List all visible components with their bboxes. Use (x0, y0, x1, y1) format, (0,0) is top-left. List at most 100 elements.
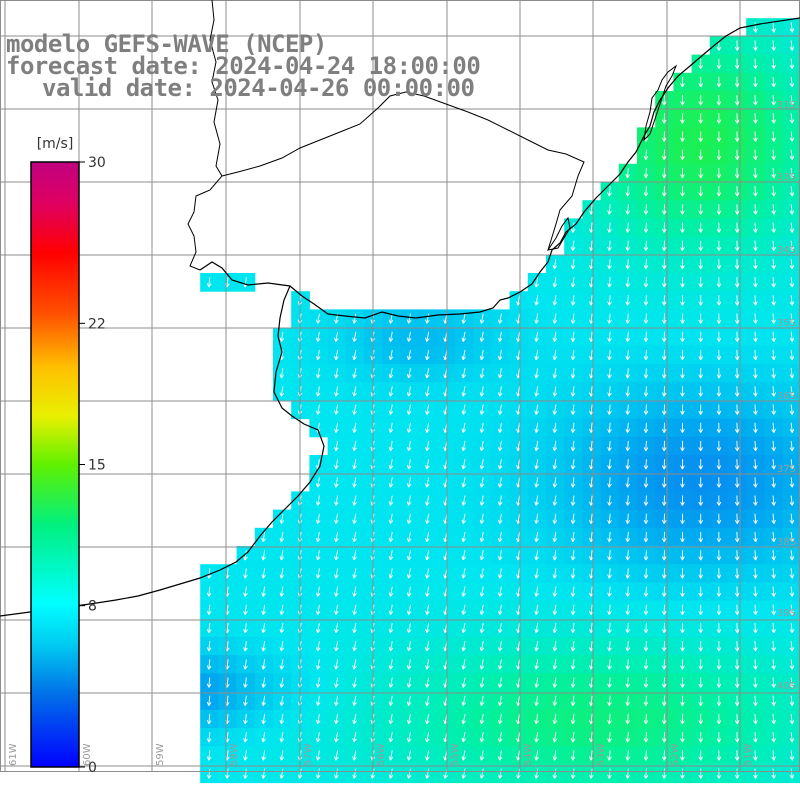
wind-arrow (698, 258, 704, 270)
wind-arrow (425, 713, 430, 725)
wind-arrow (643, 459, 649, 470)
wind-arrow (753, 76, 758, 88)
wind-arrow (497, 622, 503, 634)
wind-arrow (734, 222, 740, 233)
wind-arrow (479, 477, 485, 488)
wind-arrow (388, 568, 394, 579)
wind-arrow (789, 95, 795, 106)
wind-arrow (607, 659, 612, 670)
wind-arrow (643, 186, 649, 197)
wind-arrow (734, 477, 740, 488)
wind-arrow (461, 695, 467, 706)
colorbar-tick-label: 0 (88, 760, 97, 776)
wind-arrow (461, 568, 467, 579)
wind-arrow (425, 459, 430, 470)
wind-arrow (315, 531, 321, 543)
wind-arrow (334, 440, 339, 452)
wind-arrow (734, 422, 740, 433)
wind-arrow (643, 368, 649, 379)
wind-arrow (771, 604, 776, 615)
wind-arrow (406, 531, 412, 543)
wind-arrow (497, 604, 503, 615)
wind-arrow (661, 459, 667, 470)
wind-arrow (570, 313, 576, 324)
wind-arrow (734, 713, 740, 725)
wind-arrow (753, 550, 758, 561)
wind-arrow (698, 95, 704, 106)
wind-arrow (243, 677, 248, 688)
wind-arrow (734, 76, 740, 88)
wind-arrow (243, 641, 248, 652)
wind-arrow (334, 568, 339, 579)
wind-arrow (661, 513, 667, 524)
wind-arrow (698, 404, 704, 415)
wind-arrow (279, 604, 285, 615)
wind-arrow (388, 513, 394, 524)
wind-arrow (661, 131, 667, 142)
wind-arrow (625, 677, 631, 688)
wind-arrow (534, 386, 539, 397)
wind-arrow (352, 313, 357, 324)
wind-arrow (753, 477, 758, 488)
wind-arrow (425, 622, 430, 634)
wind-arrow (734, 295, 740, 306)
wind-arrow (789, 422, 795, 433)
wind-arrow (479, 313, 485, 324)
wind-arrow (497, 404, 503, 415)
wind-arrow (243, 568, 248, 579)
wind-arrow (753, 149, 758, 160)
wind-arrow (279, 586, 285, 597)
wind-arrow (425, 750, 430, 761)
wind-arrow (570, 604, 576, 615)
wind-arrow (661, 186, 667, 197)
wind-arrow (297, 768, 303, 779)
wind-arrow (625, 186, 631, 197)
wind-arrow (625, 732, 631, 743)
wind-arrow (661, 586, 667, 597)
wind-arrow (315, 568, 321, 579)
wind-arrow (625, 295, 631, 306)
wind-arrow (334, 513, 339, 524)
wind-arrow (534, 459, 539, 470)
wind-arrow (753, 313, 758, 324)
wind-arrow (680, 677, 685, 688)
wind-arrow (425, 531, 430, 543)
wind-arrow (680, 550, 685, 561)
wind-arrow (680, 313, 685, 324)
wind-arrow (734, 349, 740, 361)
wind-arrow (680, 167, 685, 179)
wind-arrow (698, 349, 704, 361)
wind-arrow (625, 750, 631, 761)
wind-arrow (534, 331, 539, 342)
wind-arrow (479, 459, 485, 470)
wind-arrow (734, 149, 740, 160)
wind-arrow (497, 586, 503, 597)
wind-arrow (388, 750, 394, 761)
wind-arrow (406, 313, 412, 324)
wind-arrow (734, 459, 740, 470)
wind-arrow (625, 222, 631, 233)
wind-arrow (771, 204, 776, 215)
wind-arrow (552, 568, 558, 579)
wind-arrow (680, 531, 685, 543)
wind-arrow (698, 622, 704, 634)
wind-arrow (479, 422, 485, 433)
wind-arrow (315, 495, 321, 506)
wind-arrow (771, 277, 776, 288)
wind-arrow (680, 750, 685, 761)
wind-arrow (279, 695, 285, 706)
wind-arrow (243, 550, 248, 561)
wind-arrow (334, 695, 339, 706)
wind-arrow (771, 240, 776, 251)
wind-arrow (206, 750, 212, 761)
latitude-label: 40S (777, 681, 796, 692)
wind-arrow (625, 167, 631, 179)
wind-arrow (570, 513, 576, 524)
wind-arrow (771, 622, 776, 634)
wind-arrow (479, 732, 485, 743)
wind-arrow (497, 659, 503, 670)
wind-arrow (734, 531, 740, 543)
wind-arrow (461, 604, 467, 615)
wind-arrow (425, 641, 430, 652)
wind-arrow (680, 295, 685, 306)
